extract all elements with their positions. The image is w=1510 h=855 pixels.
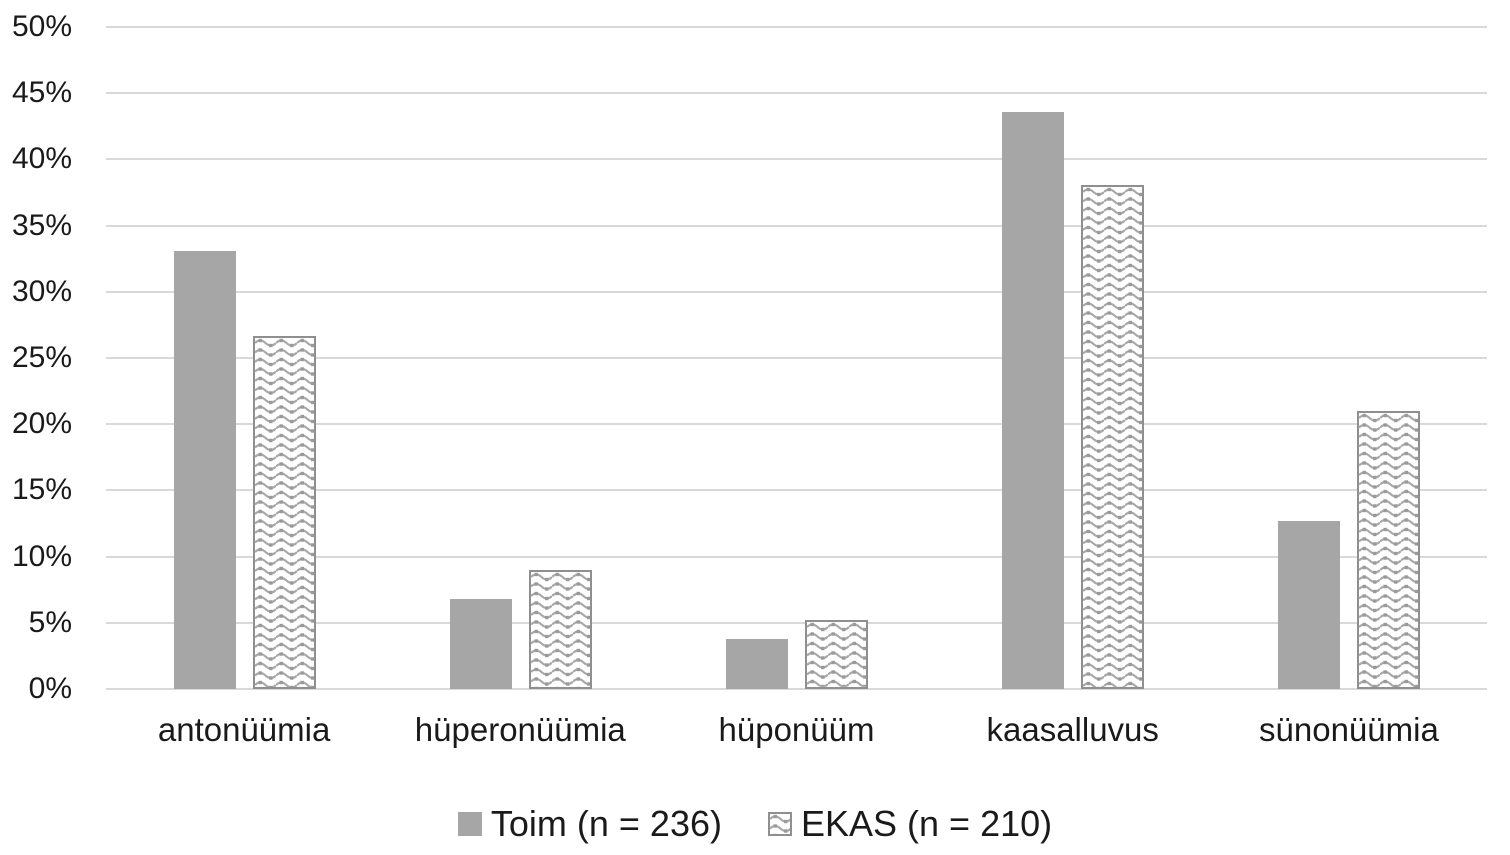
gridline <box>106 357 1487 359</box>
bar-ekas-3 <box>1081 184 1145 689</box>
y-axis: 0% 5% 10% 15% 20% 25% 30% 35% 40% 45% 50% <box>0 0 72 855</box>
bar-toim-2 <box>726 638 788 689</box>
gridline <box>106 290 1487 293</box>
bar-toim-1 <box>449 599 512 689</box>
gridline <box>106 489 1487 492</box>
plot-area <box>106 26 1487 690</box>
bar-toim-4 <box>1278 520 1341 689</box>
bar-ekas-2 <box>805 620 868 689</box>
y-tick-label: 45% <box>11 76 72 110</box>
legend: Toim (n = 236) EKAS (n = 210) <box>0 798 1510 850</box>
x-category-label: antonüümia <box>157 711 331 748</box>
bar-toim-3 <box>1002 111 1065 689</box>
gridline <box>106 621 1487 624</box>
x-category-label: hüperonüümia <box>414 711 626 748</box>
x-category-label: kaasalluvus <box>986 711 1159 748</box>
legend-label-ekas: EKAS (n = 210) <box>800 803 1053 844</box>
bar-toim-0 <box>173 250 236 689</box>
gridline <box>106 423 1487 426</box>
y-tick-label: 25% <box>11 341 72 374</box>
y-tick-label: 50% <box>11 10 72 43</box>
gridline <box>106 92 1487 95</box>
gridline <box>106 26 1487 28</box>
bar-ekas-0 <box>252 335 316 689</box>
x-category-label: hüponüüm <box>718 711 875 748</box>
y-tick-label: 0% <box>28 672 72 705</box>
gridline <box>106 224 1487 227</box>
y-tick-label: 5% <box>28 605 72 639</box>
y-tick-label: 20% <box>11 407 72 441</box>
legend-item-toim: Toim (n = 236) <box>457 803 722 845</box>
y-tick-label: 35% <box>11 208 72 242</box>
bar-ekas-4 <box>1357 411 1421 689</box>
gridline <box>106 688 1487 690</box>
gridline <box>106 555 1487 558</box>
x-axis: antonüümia hüperonüümia hüponüüm kaasalluvu… <box>106 710 1487 750</box>
legend-item-ekas: EKAS (n = 210) <box>767 803 1053 845</box>
y-tick-label: 30% <box>11 274 72 308</box>
y-tick-label: 40% <box>11 142 72 176</box>
legend-swatch-ekas-icon <box>767 812 792 836</box>
legend-label-toim: Toim (n = 236) <box>490 803 722 844</box>
x-category-label: sünonüümia <box>1259 711 1439 748</box>
legend-swatch-toim-icon <box>457 812 482 836</box>
y-tick-label: 15% <box>11 473 72 507</box>
gridline <box>106 158 1487 161</box>
y-tick-label: 10% <box>11 539 72 573</box>
bar-ekas-1 <box>528 569 592 689</box>
